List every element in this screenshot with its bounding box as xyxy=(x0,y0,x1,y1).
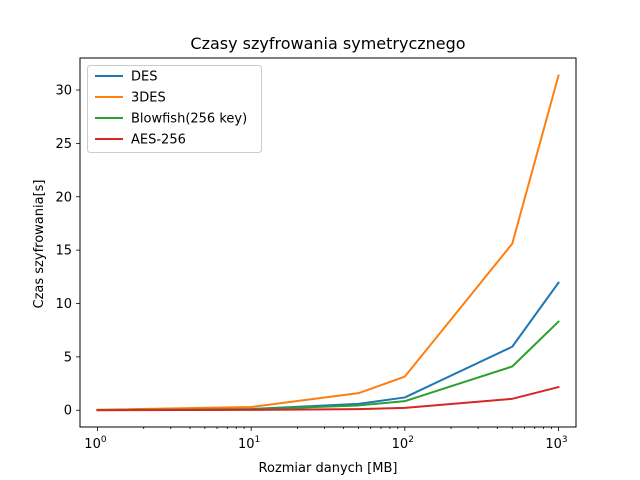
legend: DES 3DES Blowfish(256 key) AES-256 xyxy=(87,65,262,153)
x-tick-label: 103 xyxy=(545,435,567,452)
plot-area: 100 101 102 103 0 5 10 15 20 25 30 xyxy=(55,57,577,452)
x-axis-label: Rozmiar danych [MB] xyxy=(259,461,398,476)
y-tick-label: 10 xyxy=(55,297,72,312)
x-tick-label: 100 xyxy=(84,435,107,452)
axes-frame xyxy=(79,57,577,428)
y-tick-label: 25 xyxy=(55,137,72,152)
y-tick-label: 20 xyxy=(55,190,72,205)
chart-title: Czasy szyfrowania symetrycznego xyxy=(190,34,465,53)
y-tick-label: 0 xyxy=(64,404,72,419)
y-axis-label: Czas szyfrowania[s] xyxy=(32,180,47,309)
legend-label: Blowfish(256 key) xyxy=(131,112,247,127)
y-tick-label: 15 xyxy=(55,244,72,259)
series-line-3 xyxy=(96,385,560,412)
legend-box xyxy=(87,65,262,153)
y-tick-label: 5 xyxy=(64,350,72,365)
series-line-1 xyxy=(96,74,560,411)
legend-label: 3DES xyxy=(131,91,166,106)
legend-label: DES xyxy=(131,70,157,85)
legend-label: AES-256 xyxy=(131,133,186,148)
x-tick-label: 101 xyxy=(238,435,260,452)
y-tick-label: 30 xyxy=(55,84,72,99)
x-tick-label: 102 xyxy=(392,435,414,452)
